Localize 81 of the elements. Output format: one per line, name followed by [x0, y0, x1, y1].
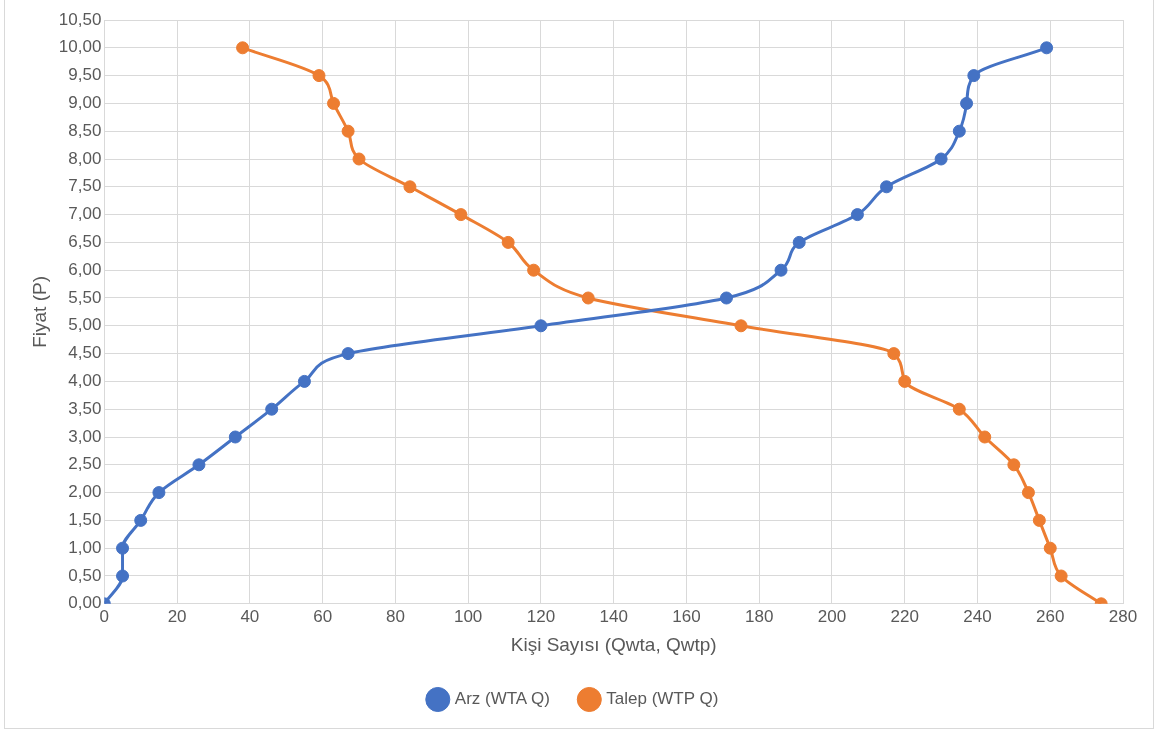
point: [1054, 569, 1068, 583]
point: [327, 96, 341, 110]
y-tick-label: 10,00: [58, 37, 102, 57]
point: [152, 486, 166, 500]
point: [978, 430, 992, 444]
point: [887, 347, 901, 361]
point: [792, 235, 806, 249]
y-tick-label: 7,00: [68, 204, 102, 224]
point: [265, 402, 279, 416]
point: [341, 124, 355, 138]
point: [1007, 458, 1021, 472]
point: [850, 208, 864, 222]
point: [960, 96, 974, 110]
point: [967, 69, 981, 83]
point: [403, 180, 417, 194]
x-tick-label: 280: [1108, 606, 1138, 626]
x-tick-label: 0: [99, 606, 110, 626]
y-tick-label: 9,00: [68, 93, 102, 113]
x-tick-label: 100: [453, 606, 483, 626]
y-tick-label: 3,50: [68, 398, 102, 418]
y-tick-label: 1,50: [68, 510, 102, 530]
point: [527, 263, 541, 277]
point: [1040, 41, 1054, 55]
point: [898, 374, 912, 388]
x-tick-label: 180: [745, 606, 774, 626]
point: [116, 541, 130, 555]
point: [116, 569, 130, 583]
y-tick-label: 9,50: [68, 65, 102, 85]
y-tick-label: 4,00: [68, 371, 102, 391]
point: [352, 152, 366, 166]
y-tick-label: 1,00: [68, 537, 102, 557]
y-tick-label: 2,00: [68, 482, 102, 502]
x-tick-label: 160: [672, 606, 701, 626]
y-tick-label: 0,50: [68, 565, 102, 585]
x-axis-title: Kişi Sayısı (Qwta, Qwtp): [510, 633, 717, 655]
point: [719, 291, 733, 305]
y-tick-label: 3,00: [68, 426, 102, 446]
point: [236, 41, 250, 55]
point: [581, 291, 595, 305]
point: [774, 263, 788, 277]
x-tick-label: 20: [167, 606, 187, 626]
y-tick-label: 4,50: [68, 343, 102, 363]
point: [1043, 541, 1057, 555]
y-tick-label: 7,50: [68, 176, 102, 196]
x-tick-label: 80: [385, 606, 405, 626]
point: [952, 124, 966, 138]
point: [501, 235, 515, 249]
x-tick-label: 140: [599, 606, 628, 626]
point: [134, 513, 148, 527]
point: [192, 458, 206, 472]
y-tick-label: 5,50: [68, 287, 102, 307]
y-axis-title: Fiyat (P): [28, 276, 50, 348]
point: [534, 319, 548, 333]
point: [934, 152, 948, 166]
x-tick-label: 200: [817, 606, 847, 626]
y-tick-label: 10,50: [58, 9, 102, 29]
y-tick-label: 5,00: [68, 315, 102, 335]
x-tick-label: 260: [1036, 606, 1065, 626]
point: [952, 402, 966, 416]
x-tick-label: 220: [890, 606, 919, 626]
point: [734, 319, 748, 333]
y-tick-label: 2,50: [68, 454, 102, 474]
x-tick-label: 240: [963, 606, 992, 626]
point: [880, 180, 894, 194]
legend-label: Talep (WTP Q): [606, 689, 719, 709]
legend-label: Arz (WTA Q): [454, 689, 550, 709]
y-tick-label: 6,50: [68, 232, 102, 252]
y-tick-label: 8,00: [68, 148, 102, 168]
x-tick-label: 120: [526, 606, 556, 626]
point: [1032, 513, 1046, 527]
point: [312, 69, 326, 83]
point: [228, 430, 242, 444]
point: [1021, 486, 1035, 500]
y-tick-label: 0,00: [68, 593, 102, 613]
point: [454, 208, 468, 222]
y-tick-label: 6,00: [68, 259, 102, 279]
point: [297, 374, 311, 388]
point: [341, 347, 355, 361]
y-tick-label: 8,50: [68, 120, 102, 140]
x-tick-label: 40: [240, 606, 260, 626]
x-tick-label: 60: [313, 606, 333, 626]
